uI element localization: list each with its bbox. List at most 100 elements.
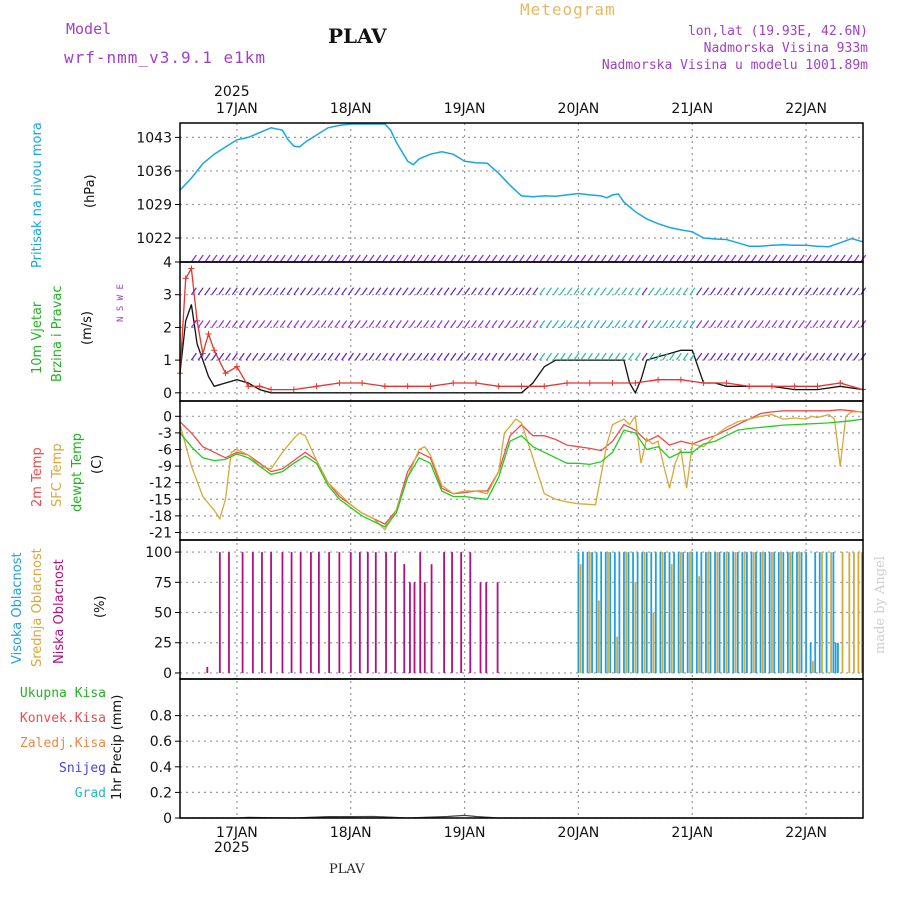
wind-barb	[696, 352, 703, 361]
wind-barb	[757, 287, 764, 296]
wind-barb	[423, 254, 430, 263]
wind-barb	[518, 320, 525, 328]
wind-barb	[491, 254, 498, 263]
wind-barb	[668, 320, 675, 328]
wind-barb	[593, 320, 600, 328]
wind-barb	[225, 352, 232, 361]
wind-barb	[614, 254, 621, 263]
wind-barb	[771, 254, 778, 263]
speed-line	[179, 304, 864, 395]
wind-barb	[593, 254, 600, 263]
gust-marker	[472, 380, 479, 387]
wind-barb	[395, 287, 402, 296]
sfc-line	[179, 411, 863, 531]
gust-marker	[837, 380, 844, 387]
gust-marker	[586, 380, 593, 387]
wind-barb	[730, 254, 737, 263]
wind-barb	[785, 287, 792, 296]
wind-barb	[546, 254, 553, 263]
wind-barb	[286, 352, 293, 361]
wind-barb	[621, 352, 628, 361]
temperature-ytick-label: -6	[158, 442, 172, 458]
precip-ytick-label: 0.2	[150, 785, 172, 801]
wind-barb	[470, 320, 477, 328]
wind-barb	[580, 254, 587, 263]
wind-barb	[628, 254, 634, 263]
gust-marker	[746, 383, 753, 390]
wind-barb	[819, 254, 826, 263]
wind-barb	[628, 287, 634, 296]
wind-barb	[587, 352, 594, 361]
wind-barb	[307, 254, 313, 263]
wind-barb	[566, 287, 573, 296]
wind-barb	[846, 287, 853, 296]
wind-barb	[368, 287, 375, 296]
wind-barb	[819, 352, 826, 361]
wind-barb	[826, 287, 833, 296]
gust-marker	[768, 383, 775, 390]
wind-barb	[231, 287, 238, 296]
wind-barb	[388, 352, 395, 361]
wind-barb	[429, 287, 436, 296]
wind-barb	[252, 287, 259, 296]
wind-barb	[327, 320, 334, 328]
wind-barb	[204, 352, 211, 361]
wind-barb	[539, 320, 546, 328]
wind-barb	[689, 254, 696, 263]
wind-barb	[395, 320, 402, 328]
wind-barb	[190, 320, 197, 328]
temperature-panel-frame	[179, 400, 864, 541]
wind-barb	[546, 352, 553, 361]
wind-barb	[744, 320, 751, 328]
wind-barb	[245, 320, 252, 328]
wind-barb	[539, 287, 546, 296]
wind-barb	[423, 320, 430, 328]
wind-barb	[218, 287, 225, 296]
wind-barb	[737, 320, 744, 328]
temperature-ytick-label: -18	[149, 509, 172, 525]
wind-barb	[518, 352, 525, 361]
wind-barb	[559, 254, 566, 263]
wind-barb	[286, 320, 293, 328]
wind-barb	[771, 320, 778, 328]
wind-barb	[307, 287, 313, 296]
mid-cloud-ylabel: Srednja Oblacnost	[30, 548, 45, 667]
gust-marker	[211, 347, 218, 354]
wind-barb	[778, 287, 785, 296]
wind-barb	[354, 254, 361, 263]
wind-barb	[703, 320, 710, 328]
wind-barb	[573, 287, 580, 296]
wind-barb	[709, 254, 716, 263]
wind-barb	[402, 320, 409, 328]
wind-barb	[662, 352, 669, 361]
gust-marker	[182, 275, 189, 282]
wind-barb	[470, 287, 477, 296]
wind-barb	[368, 254, 375, 263]
gust-marker	[194, 317, 201, 324]
wind-barb	[464, 352, 471, 361]
gust-marker	[814, 383, 821, 390]
wind-barb	[689, 352, 696, 361]
cloud-ytick-label: 25	[154, 636, 172, 652]
wind-barb	[498, 320, 505, 328]
wind-barb	[368, 320, 375, 328]
wind-barb	[484, 352, 491, 361]
wind-barb	[259, 352, 266, 361]
wind-barb	[723, 320, 730, 328]
pressure-ytick-label: 1036	[136, 164, 172, 180]
wind-barb	[409, 254, 416, 263]
wind-barb	[764, 320, 771, 328]
wind-barb	[709, 320, 716, 328]
wind-barb	[238, 320, 245, 328]
wind-barb	[402, 287, 409, 296]
wind-barb	[334, 352, 341, 361]
wind-barb	[798, 352, 805, 361]
wind-barb	[744, 254, 751, 263]
wind-ytick-label: 0	[163, 386, 172, 402]
wind-barb	[341, 254, 348, 263]
wind-barb	[498, 254, 505, 263]
station-title: PLAV	[328, 24, 387, 48]
precip-ytick-label: 0	[163, 811, 172, 827]
wind-barb	[341, 352, 348, 361]
precip-legend-hail: Grad	[74, 786, 106, 801]
